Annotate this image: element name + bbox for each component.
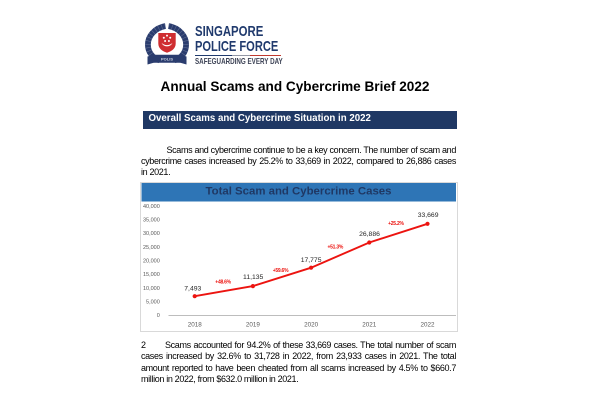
svg-text:2018: 2018 bbox=[187, 322, 202, 329]
svg-text:7,493: 7,493 bbox=[184, 285, 201, 292]
svg-text:5,000: 5,000 bbox=[146, 299, 160, 305]
svg-text:30,000: 30,000 bbox=[142, 231, 159, 237]
svg-text:POLIS: POLIS bbox=[161, 57, 173, 62]
svg-text:+51.3%: +51.3% bbox=[327, 245, 343, 251]
svg-text:10,000: 10,000 bbox=[142, 286, 159, 292]
svg-text:2022: 2022 bbox=[420, 322, 435, 329]
svg-text:0: 0 bbox=[156, 313, 159, 319]
svg-text:40,000: 40,000 bbox=[142, 204, 159, 210]
svg-text:15,000: 15,000 bbox=[142, 272, 159, 278]
svg-text:33,669: 33,669 bbox=[417, 212, 438, 219]
svg-text:35,000: 35,000 bbox=[142, 217, 159, 223]
svg-text:20,000: 20,000 bbox=[142, 258, 159, 264]
svg-text:11,135: 11,135 bbox=[243, 274, 264, 281]
svg-text:+48.6%: +48.6% bbox=[215, 279, 231, 285]
svg-text:2019: 2019 bbox=[245, 322, 260, 329]
svg-text:+59.6%: +59.6% bbox=[272, 268, 288, 274]
svg-text:+25.2%: +25.2% bbox=[388, 221, 404, 227]
svg-text:25,000: 25,000 bbox=[142, 245, 159, 251]
svg-text:2020: 2020 bbox=[304, 322, 319, 329]
svg-text:26,886: 26,886 bbox=[359, 231, 380, 238]
svg-text:2021: 2021 bbox=[362, 322, 377, 329]
svg-text:Total Scam and Cybercrime Case: Total Scam and Cybercrime Cases bbox=[205, 185, 391, 197]
svg-text:17,775: 17,775 bbox=[300, 257, 321, 264]
